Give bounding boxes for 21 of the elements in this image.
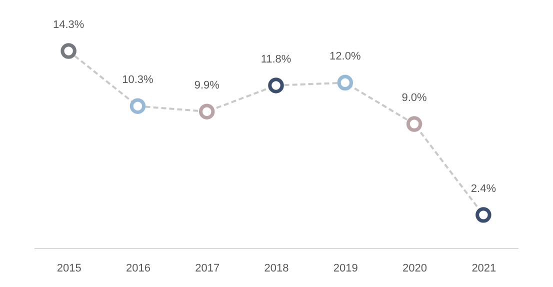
x-tick-label: 2015 (56, 262, 82, 274)
data-label: 9.9% (194, 80, 220, 92)
data-label: 2.4% (470, 182, 496, 195)
data-label: 9.0% (402, 92, 428, 104)
point (337, 74, 354, 91)
data-label: 14.3% (52, 19, 84, 31)
data-label: 11.8% (260, 53, 292, 66)
x-tick-label: 2017 (195, 262, 220, 274)
point (406, 116, 422, 132)
data-label: 12.0% (330, 50, 361, 63)
point (476, 207, 492, 223)
x-tick-label: 2019 (333, 262, 358, 274)
x-tick-label: 2018 (264, 262, 289, 274)
x-tick-label: 2016 (126, 262, 150, 274)
point (198, 104, 215, 120)
x-tick-label: 2021 (472, 262, 496, 274)
point (130, 98, 146, 114)
point (60, 43, 76, 59)
point (268, 78, 284, 94)
x-tick-label: 2020 (402, 262, 428, 274)
data-label: 10.3% (122, 74, 154, 86)
